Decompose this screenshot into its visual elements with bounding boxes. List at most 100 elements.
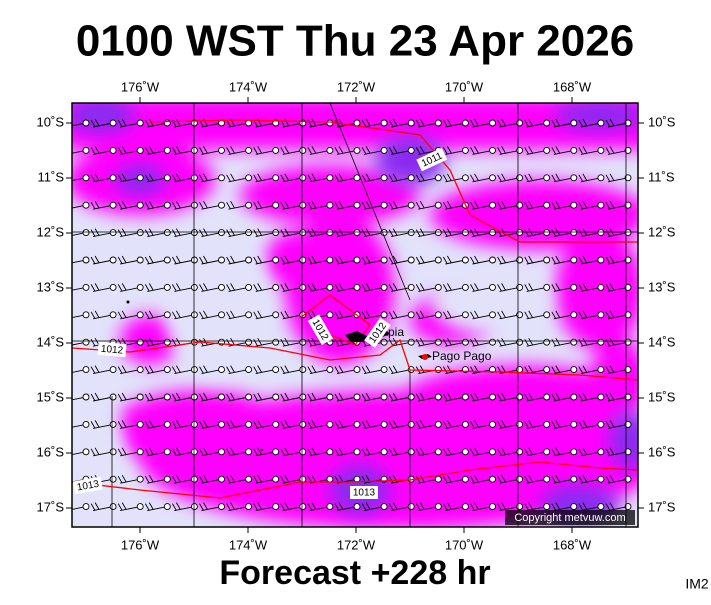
- station: [299, 256, 307, 264]
- lon-label: 174˚W: [229, 79, 268, 94]
- copyright: Copyright metvuw.com: [514, 512, 625, 524]
- station: [570, 420, 578, 428]
- station: [624, 201, 632, 209]
- station: [624, 283, 632, 291]
- station: [489, 146, 496, 154]
- lat-label: 16˚S: [37, 444, 65, 459]
- station: [489, 475, 496, 483]
- station: [353, 420, 361, 428]
- station: [489, 229, 496, 237]
- station: [163, 393, 171, 401]
- station: [245, 393, 253, 401]
- lon-label: 176˚W: [121, 537, 160, 552]
- title: 0100 WST Thu 23 Apr 2026: [76, 17, 634, 66]
- station: [543, 146, 551, 154]
- station: [218, 311, 225, 319]
- station: [516, 174, 524, 182]
- station: [543, 256, 551, 264]
- station: [109, 311, 117, 319]
- station: [434, 229, 442, 237]
- station: [82, 283, 90, 291]
- lat-label: 10˚S: [37, 114, 65, 129]
- station: [570, 119, 578, 127]
- station: [489, 119, 496, 127]
- lon-label: 172˚W: [337, 79, 376, 94]
- station: [624, 503, 632, 511]
- station: [407, 311, 415, 319]
- station: [245, 366, 253, 374]
- station: [407, 393, 415, 401]
- station: [272, 146, 280, 154]
- station: [597, 448, 605, 456]
- station: [380, 503, 388, 511]
- station: [109, 229, 117, 237]
- station: [109, 146, 117, 154]
- station: [380, 201, 388, 209]
- station: [109, 366, 117, 374]
- copyright-box: [505, 510, 635, 525]
- station: [326, 174, 334, 182]
- station: [218, 503, 225, 511]
- station: [82, 201, 90, 209]
- station: [434, 503, 442, 511]
- station: [570, 475, 578, 483]
- lon-label: 172˚W: [337, 537, 376, 552]
- station: [136, 420, 144, 428]
- isobar-label: 1012: [100, 344, 124, 357]
- station: [299, 420, 307, 428]
- station: [136, 229, 144, 237]
- station: [299, 146, 307, 154]
- station: [380, 119, 388, 127]
- map-area: Apia Pago Pago 1011 1012 1012 1012 1013 …: [72, 103, 638, 527]
- station: [516, 283, 524, 291]
- station: [353, 229, 361, 237]
- station: [136, 283, 144, 291]
- station: [136, 366, 144, 374]
- station: [543, 338, 551, 346]
- lat-label: 10˚S: [648, 114, 676, 129]
- station: [299, 475, 307, 483]
- station: [516, 448, 524, 456]
- station: [326, 146, 334, 154]
- station: [245, 503, 253, 511]
- station: [516, 256, 524, 264]
- station: [82, 503, 90, 511]
- station: [82, 448, 90, 456]
- station: [570, 229, 578, 237]
- station: [218, 283, 225, 291]
- station: [299, 448, 307, 456]
- station: [82, 119, 90, 127]
- station: [326, 475, 334, 483]
- lat-label: 13˚S: [37, 279, 65, 294]
- station: [624, 475, 632, 483]
- station: [163, 174, 171, 182]
- station: [326, 311, 334, 319]
- station: [489, 448, 496, 456]
- station: [516, 503, 524, 511]
- station: [461, 174, 469, 182]
- lat-label: 11˚S: [38, 169, 65, 184]
- station: [380, 393, 388, 401]
- station: [218, 146, 225, 154]
- station: [570, 201, 578, 209]
- station: [434, 201, 442, 209]
- station: [516, 146, 524, 154]
- station: [597, 393, 605, 401]
- station: [109, 448, 117, 456]
- station: [570, 146, 578, 154]
- station: [597, 256, 605, 264]
- station: [407, 119, 415, 127]
- station: [218, 256, 225, 264]
- station: [516, 366, 524, 374]
- isobar-label: 1013: [76, 479, 100, 494]
- station: [461, 475, 469, 483]
- station: [272, 311, 280, 319]
- lat-label: 17˚S: [648, 499, 676, 514]
- station: [461, 420, 469, 428]
- station: [543, 119, 551, 127]
- station: [353, 283, 361, 291]
- station: [380, 366, 388, 374]
- station: [597, 229, 605, 237]
- station: [407, 146, 415, 154]
- station: [624, 174, 632, 182]
